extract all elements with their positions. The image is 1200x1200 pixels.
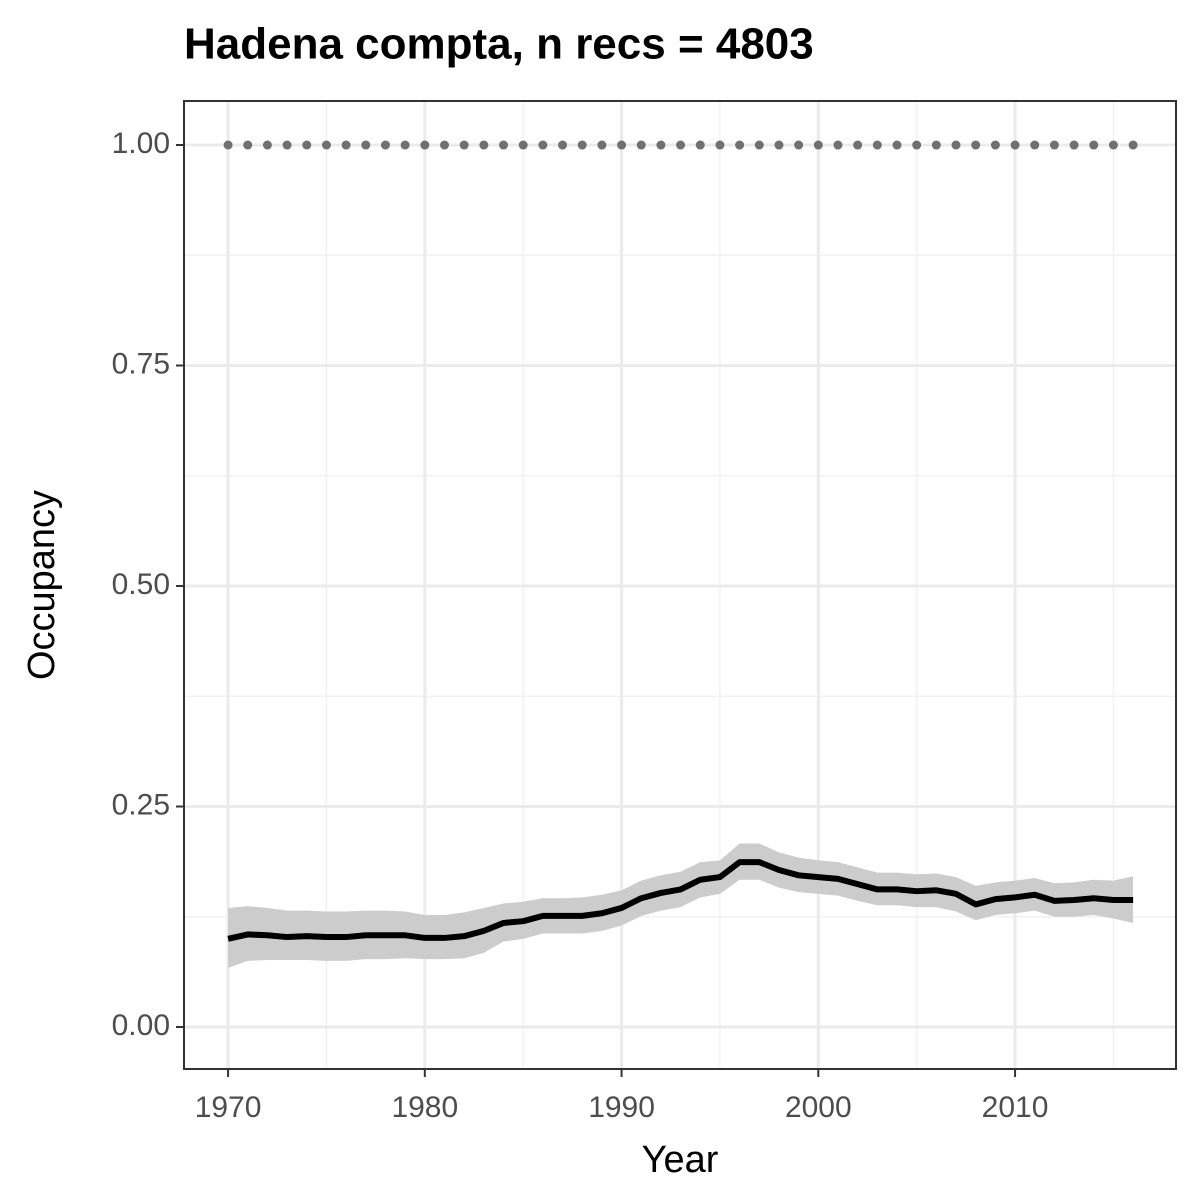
reference-point <box>459 140 469 150</box>
reference-point <box>302 140 312 150</box>
reference-point <box>223 140 233 150</box>
reference-point <box>499 140 509 150</box>
reference-point <box>1030 140 1040 150</box>
reference-point <box>597 140 607 150</box>
reference-point <box>1049 140 1059 150</box>
reference-point <box>853 140 863 150</box>
reference-point <box>479 140 489 150</box>
reference-point <box>518 140 528 150</box>
reference-point <box>1089 140 1099 150</box>
reference-point <box>656 140 666 150</box>
reference-point <box>774 140 784 150</box>
y-tick-label: 0.75 <box>112 347 170 380</box>
y-tick-label: 0.25 <box>112 788 170 821</box>
reference-point <box>380 140 390 150</box>
reference-point <box>1108 140 1118 150</box>
x-axis-label: Year <box>642 1139 719 1181</box>
reference-point <box>912 140 922 150</box>
reference-point <box>282 140 292 150</box>
y-axis-label: Occupancy <box>21 490 63 680</box>
reference-point <box>971 140 981 150</box>
reference-point <box>577 140 587 150</box>
reference-point <box>695 140 705 150</box>
reference-point <box>754 140 764 150</box>
reference-point <box>400 140 410 150</box>
reference-point <box>439 140 449 150</box>
reference-point <box>833 140 843 150</box>
reference-point <box>321 140 331 150</box>
reference-point <box>636 140 646 150</box>
reference-point <box>676 140 686 150</box>
x-tick-label: 2000 <box>785 1091 852 1124</box>
reference-point <box>735 140 745 150</box>
reference-point <box>1010 140 1020 150</box>
reference-point <box>813 140 823 150</box>
reference-point <box>243 140 253 150</box>
reference-point <box>990 140 1000 150</box>
reference-point <box>872 140 882 150</box>
occupancy-line <box>227 859 1134 942</box>
y-tick-label: 1.00 <box>112 127 170 160</box>
y-tick-label: 0.50 <box>112 568 170 601</box>
reference-point <box>262 140 272 150</box>
reference-point <box>341 140 351 150</box>
x-tick-label: 2010 <box>982 1091 1049 1124</box>
reference-point <box>1069 140 1079 150</box>
panel-border <box>183 100 1177 1070</box>
reference-point <box>715 140 725 150</box>
reference-point <box>558 140 568 150</box>
reference-point <box>794 140 804 150</box>
reference-point <box>951 140 961 150</box>
reference-point <box>361 140 371 150</box>
reference-point <box>892 140 902 150</box>
reference-point <box>1128 140 1138 150</box>
chart-title: Hadena compta, n recs = 4803 <box>184 20 814 69</box>
reference-point <box>617 140 627 150</box>
reference-point <box>931 140 941 150</box>
reference-point <box>538 140 548 150</box>
x-tick-label: 1970 <box>195 1091 262 1124</box>
y-tick-label: 0.00 <box>112 1009 170 1042</box>
x-tick-label: 1990 <box>588 1091 655 1124</box>
reference-point <box>420 140 430 150</box>
x-tick-label: 1980 <box>391 1091 458 1124</box>
